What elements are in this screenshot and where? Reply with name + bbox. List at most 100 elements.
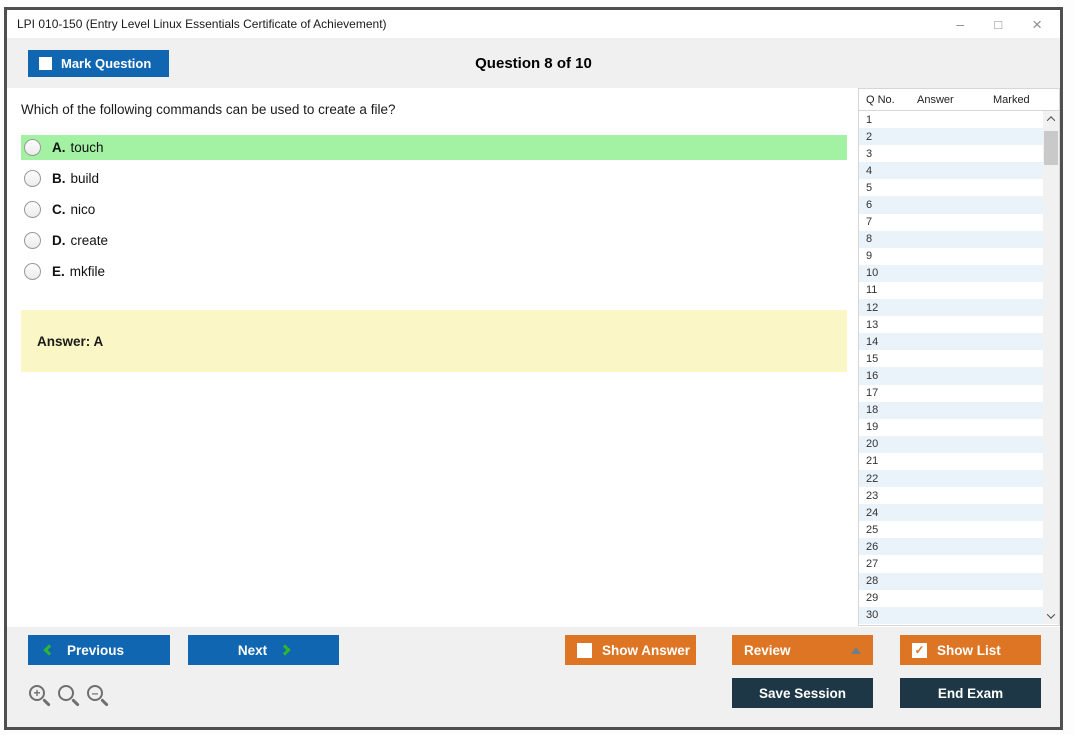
previous-button[interactable]: Previous — [28, 635, 170, 665]
question-list-row[interactable]: 16 — [859, 367, 1059, 385]
review-dropdown[interactable]: Review — [732, 635, 873, 665]
row-question-number: 18 — [866, 404, 879, 417]
show-list-button[interactable]: ✓ Show List — [900, 635, 1041, 665]
question-list-row[interactable]: 18 — [859, 401, 1059, 419]
question-list-row[interactable]: 6 — [859, 196, 1059, 214]
next-label: Next — [237, 642, 268, 658]
question-list-panel: Q No. Answer Marked 1 2 3 4 5 6 7 8 9 10 11 12 13 14 1… — [858, 88, 1060, 626]
option-letter: C. — [52, 202, 66, 217]
question-list-row[interactable]: 30 — [859, 606, 1059, 624]
question-list-row[interactable]: 24 — [859, 504, 1059, 522]
dropdown-arrow-icon — [851, 646, 861, 654]
row-question-number: 13 — [866, 318, 879, 331]
option-text: touch — [70, 140, 104, 155]
close-icon[interactable]: × — [1032, 14, 1042, 34]
show-list-checkbox[interactable]: ✓ — [912, 642, 927, 658]
question-list-row[interactable]: 17 — [859, 385, 1059, 402]
question-counter: Question 8 of 10 — [475, 54, 592, 72]
show-answer-checkbox[interactable] — [577, 642, 592, 658]
end-exam-button[interactable]: End Exam — [900, 678, 1041, 708]
question-list-row[interactable]: 27 — [859, 555, 1059, 572]
column-header-marked: Marked — [993, 93, 1030, 106]
zoom-out-icon[interactable] — [87, 685, 103, 701]
row-question-number: 24 — [866, 506, 879, 519]
row-question-number: 21 — [866, 455, 879, 468]
question-list-row[interactable]: 20 — [859, 435, 1059, 453]
row-question-number: 15 — [866, 352, 879, 365]
option-row-c[interactable]: C. nico — [21, 197, 847, 222]
scrollbar-up-icon[interactable] — [1043, 111, 1059, 127]
answer-box: Answer: A — [21, 310, 847, 372]
scrollbar[interactable] — [1043, 111, 1059, 624]
scrollbar-thumb[interactable] — [1044, 131, 1058, 165]
row-question-number: 19 — [866, 421, 879, 434]
scrollbar-down-icon[interactable] — [1043, 608, 1059, 624]
column-header-answer: Answer — [917, 93, 954, 106]
question-list-row[interactable]: 29 — [859, 590, 1059, 607]
question-list-row[interactable]: 3 — [859, 145, 1059, 162]
radio-icon[interactable] — [24, 263, 41, 280]
option-row-b[interactable]: B. build — [21, 166, 847, 191]
row-question-number: 22 — [866, 472, 879, 485]
show-answer-label: Show Answer — [602, 642, 691, 658]
row-question-number: 30 — [866, 609, 879, 622]
row-question-number: 7 — [866, 216, 873, 229]
question-list-row[interactable]: 26 — [859, 538, 1059, 556]
save-session-label: Save Session — [758, 685, 847, 701]
question-list-row[interactable]: 11 — [859, 282, 1059, 299]
row-question-number: 11 — [866, 284, 878, 297]
question-list-row[interactable]: 9 — [859, 248, 1059, 265]
row-question-number: 14 — [866, 335, 879, 348]
window-controls: – □ × — [956, 16, 1060, 33]
radio-icon[interactable] — [24, 201, 41, 218]
row-question-number: 25 — [866, 523, 879, 536]
question-list-row[interactable]: 15 — [859, 350, 1059, 367]
radio-icon[interactable] — [24, 232, 41, 249]
radio-icon[interactable] — [24, 139, 41, 156]
next-button[interactable]: Next — [188, 635, 339, 665]
minimize-icon[interactable]: – — [956, 16, 965, 32]
question-list: 1 2 3 4 5 6 7 8 9 10 11 12 13 14 15 16 17 18 19 20 21 22 23 24 2… — [859, 111, 1059, 624]
mark-question-checkbox[interactable] — [39, 57, 52, 70]
option-text: nico — [70, 202, 96, 217]
zoom-reset-icon[interactable] — [58, 685, 74, 701]
question-list-row[interactable]: 13 — [859, 316, 1059, 333]
previous-label: Previous — [67, 642, 125, 658]
question-list-row[interactable]: 14 — [859, 333, 1059, 351]
row-question-number: 2 — [866, 130, 873, 143]
question-list-row[interactable]: 19 — [859, 419, 1059, 436]
question-list-row[interactable]: 25 — [859, 521, 1059, 538]
question-list-row[interactable]: 7 — [859, 214, 1059, 231]
row-question-number: 29 — [866, 592, 879, 605]
question-list-row[interactable]: 22 — [859, 469, 1059, 488]
row-question-number: 26 — [866, 540, 879, 553]
question-list-row[interactable]: 28 — [859, 572, 1059, 590]
row-question-number: 8 — [866, 233, 873, 246]
question-list-header: Q No. Answer Marked — [859, 89, 1059, 111]
option-letter: A. — [52, 140, 66, 155]
question-list-row[interactable]: 8 — [859, 230, 1059, 248]
option-text: mkfile — [69, 264, 106, 279]
maximize-icon[interactable]: □ — [994, 16, 1003, 32]
question-list-row[interactable]: 10 — [859, 264, 1059, 282]
save-session-button[interactable]: Save Session — [732, 678, 873, 708]
zoom-in-icon[interactable] — [29, 685, 45, 701]
mark-question-button[interactable]: Mark Question — [28, 50, 169, 77]
option-row-a[interactable]: A. touch — [21, 135, 847, 160]
question-list-row[interactable]: 12 — [859, 299, 1059, 317]
question-list-row[interactable]: 2 — [859, 128, 1059, 146]
option-row-e[interactable]: E. mkfile — [21, 259, 847, 284]
row-question-number: 1 — [866, 113, 873, 126]
show-answer-button[interactable]: Show Answer — [565, 635, 696, 665]
question-list-row[interactable]: 5 — [859, 179, 1059, 196]
question-list-row[interactable]: 23 — [859, 487, 1059, 504]
radio-icon[interactable] — [24, 170, 41, 187]
window-title: LPI 010-150 (Entry Level Linux Essential… — [17, 17, 387, 31]
option-row-d[interactable]: D. create — [21, 228, 847, 253]
question-list-row[interactable]: 21 — [859, 453, 1059, 470]
question-list-row[interactable]: 4 — [859, 162, 1059, 180]
option-letter: E. — [52, 264, 65, 279]
mark-question-label: Mark Question — [61, 56, 152, 71]
question-list-row[interactable]: 1 — [859, 111, 1059, 128]
show-list-label: Show List — [937, 642, 1001, 658]
